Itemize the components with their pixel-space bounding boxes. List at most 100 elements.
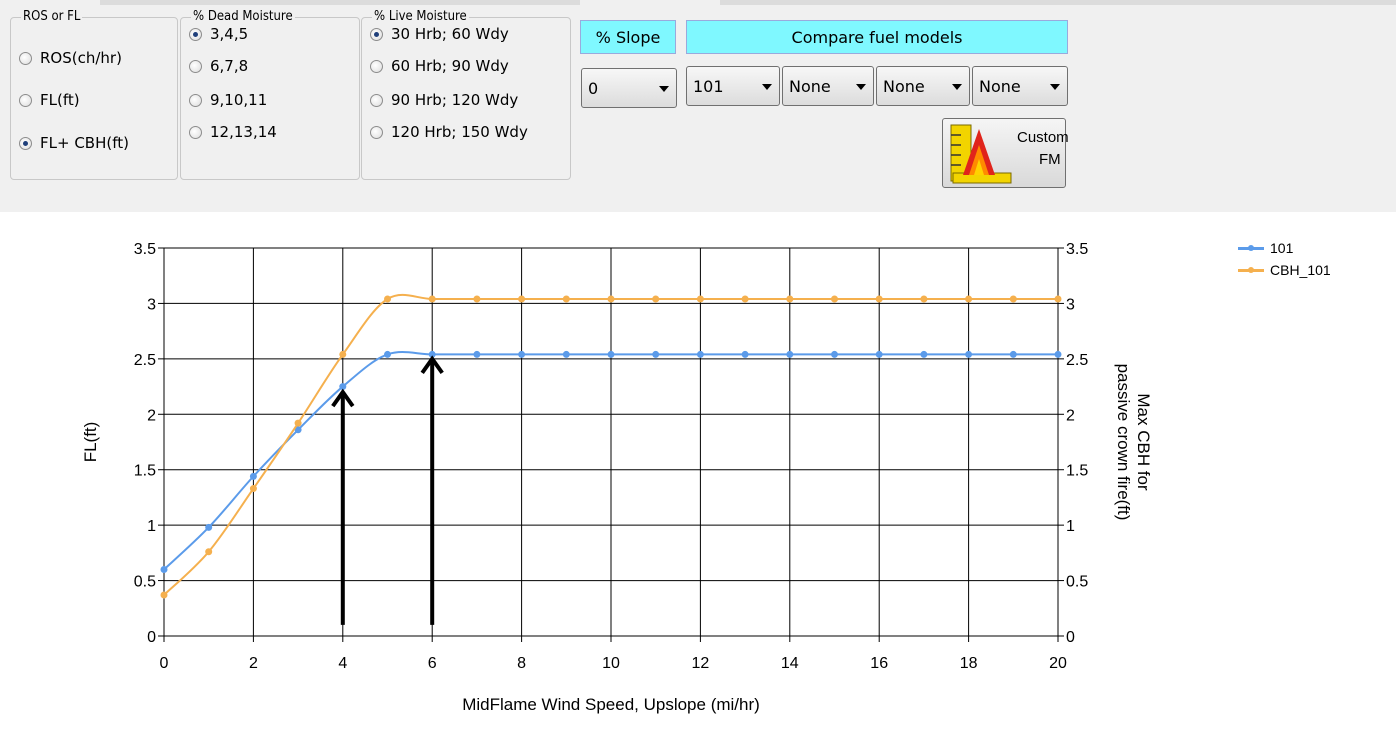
- fuel-model-select-value: None: [979, 76, 1021, 96]
- y-right-tick-label: 2: [1066, 407, 1075, 424]
- data-point: [562, 295, 570, 303]
- data-point: [473, 350, 481, 358]
- x-tick-label: 2: [249, 655, 258, 672]
- y-tick-label: 1.5: [134, 463, 156, 480]
- radio-button-icon[interactable]: [19, 93, 32, 107]
- data-point: [831, 295, 838, 303]
- radio-button-icon[interactable]: [370, 59, 383, 73]
- radio-live-60-90[interactable]: 60 Hrb; 90 Wdy: [370, 56, 509, 76]
- radio-button-icon[interactable]: [189, 93, 202, 107]
- slope-select[interactable]: 0: [581, 68, 677, 108]
- x-tick-label: 8: [517, 655, 526, 672]
- radio-dead-345[interactable]: 3,4,5: [189, 24, 248, 44]
- data-point: [1009, 295, 1017, 303]
- radio-button-icon[interactable]: [189, 59, 202, 73]
- data-point: [741, 350, 749, 358]
- y-right-tick-label: 3: [1066, 296, 1075, 313]
- data-point: [562, 350, 570, 358]
- x-tick-label: 4: [338, 655, 347, 672]
- x-tick-label: 10: [602, 655, 620, 672]
- fuel-model-select-4[interactable]: None: [972, 66, 1068, 106]
- radio-dead-91011[interactable]: 9,10,11: [189, 90, 267, 110]
- fuel-model-select-2[interactable]: None: [782, 66, 874, 106]
- radio-ros[interactable]: ROS(ch/hr): [19, 48, 122, 68]
- x-tick-label: 12: [692, 655, 710, 672]
- chevron-down-icon: [952, 84, 962, 90]
- radio-label: 9,10,11: [210, 91, 268, 109]
- radio-button-icon[interactable]: [19, 51, 32, 65]
- radio-live-30-60[interactable]: 30 Hrb; 60 Wdy: [370, 24, 509, 44]
- x-tick-label: 14: [781, 655, 799, 672]
- radio-live-120-150[interactable]: 120 Hrb; 150 Wdy: [370, 122, 528, 142]
- x-tick-label: 16: [870, 655, 888, 672]
- legend-label: 101: [1270, 240, 1294, 256]
- chevron-down-icon: [762, 84, 772, 90]
- radio-button-selected-icon[interactable]: [19, 136, 32, 150]
- radio-button-icon[interactable]: [189, 125, 202, 139]
- data-point: [607, 295, 615, 303]
- dead-moisture-title: % Dead Moisture: [191, 9, 295, 25]
- data-point: [339, 383, 347, 391]
- slope-label: % Slope: [580, 20, 676, 54]
- data-point: [160, 565, 168, 573]
- data-point: [339, 350, 347, 358]
- fuel-model-select-value: None: [883, 76, 925, 96]
- live-moisture-title: % Live Moisture: [372, 9, 469, 25]
- y-right-tick-label: 1.5: [1066, 463, 1088, 480]
- data-point: [249, 485, 257, 493]
- y-tick-label: 1: [147, 518, 156, 535]
- legend-item-cbh-101: CBH_101: [1238, 262, 1331, 278]
- data-point: [1054, 295, 1062, 303]
- y-tick-label: 0: [147, 629, 156, 646]
- data-point: [875, 350, 883, 358]
- data-point: [786, 295, 794, 303]
- ros-or-fl-title: ROS or FL: [21, 9, 83, 25]
- fuel-model-select-1[interactable]: 101: [686, 66, 780, 106]
- radio-label: FL+ CBH(ft): [40, 134, 129, 152]
- data-point: [384, 350, 391, 358]
- radio-label: 30 Hrb; 60 Wdy: [391, 25, 509, 43]
- ros-or-fl-group: ROS or FL ROS(ch/hr) FL(ft) FL+ CBH(ft): [10, 9, 178, 180]
- data-point: [786, 350, 794, 358]
- fuel-model-select-3[interactable]: None: [876, 66, 970, 106]
- radio-button-selected-icon[interactable]: [370, 27, 383, 41]
- chart-area: 0 0 0.5 0.5 1 1 1.5 1.5 2 2 2.5 2.5 3 3 3.5 3.5 0 2 4 6 8 10 1…: [0, 212, 1396, 732]
- y-right-tick-label: 0.5: [1066, 574, 1088, 591]
- x-tick-label: 20: [1049, 655, 1067, 672]
- data-point: [1054, 350, 1062, 358]
- legend-swatch: [1238, 244, 1264, 251]
- data-point: [518, 295, 526, 303]
- radio-live-90-120[interactable]: 90 Hrb; 120 Wdy: [370, 90, 518, 110]
- chevron-down-icon: [659, 86, 669, 92]
- compare-fuel-models-label: Compare fuel models: [686, 20, 1068, 54]
- annotation-arrow-head: [420, 355, 444, 375]
- radio-fl[interactable]: FL(ft): [19, 90, 80, 110]
- radio-button-selected-icon[interactable]: [189, 27, 202, 41]
- custom-fuel-model-icon: [950, 124, 1012, 184]
- custom-fm-button[interactable]: Custom FM: [942, 118, 1069, 188]
- data-point: [205, 523, 213, 531]
- data-point: [473, 295, 481, 303]
- y-tick-label: 3.5: [134, 241, 156, 258]
- y-right-axis-title: Max CBH forpassive crown fire(ft): [1114, 364, 1153, 521]
- fire-chart: 0 00.5 0.51 11.5 1.52 22.5 2.53 33.5 3.50 2 4 6 8 10 1…: [81, 241, 1153, 714]
- data-point: [875, 295, 883, 303]
- radio-dead-678[interactable]: 6,7,8: [189, 56, 248, 76]
- radio-label: 90 Hrb; 120 Wdy: [391, 91, 519, 109]
- data-point: [831, 350, 838, 358]
- data-point: [205, 548, 213, 556]
- y-tick-label: 2.5: [134, 352, 156, 369]
- data-point: [652, 350, 660, 358]
- data-point: [294, 426, 302, 434]
- radio-fl-cbh[interactable]: FL+ CBH(ft): [19, 133, 129, 153]
- y-tick-label: 0.5: [134, 574, 156, 591]
- custom-fm-label-line1: Custom: [1017, 129, 1069, 146]
- data-point: [741, 295, 749, 303]
- radio-button-icon[interactable]: [370, 93, 383, 107]
- y-right-tick-label: 3.5: [1066, 241, 1088, 258]
- radio-label: ROS(ch/hr): [40, 49, 122, 67]
- radio-button-icon[interactable]: [370, 125, 383, 139]
- custom-fm-label-line2: FM: [1039, 151, 1061, 168]
- data-point: [920, 350, 928, 358]
- radio-dead-121314[interactable]: 12,13,14: [189, 122, 277, 142]
